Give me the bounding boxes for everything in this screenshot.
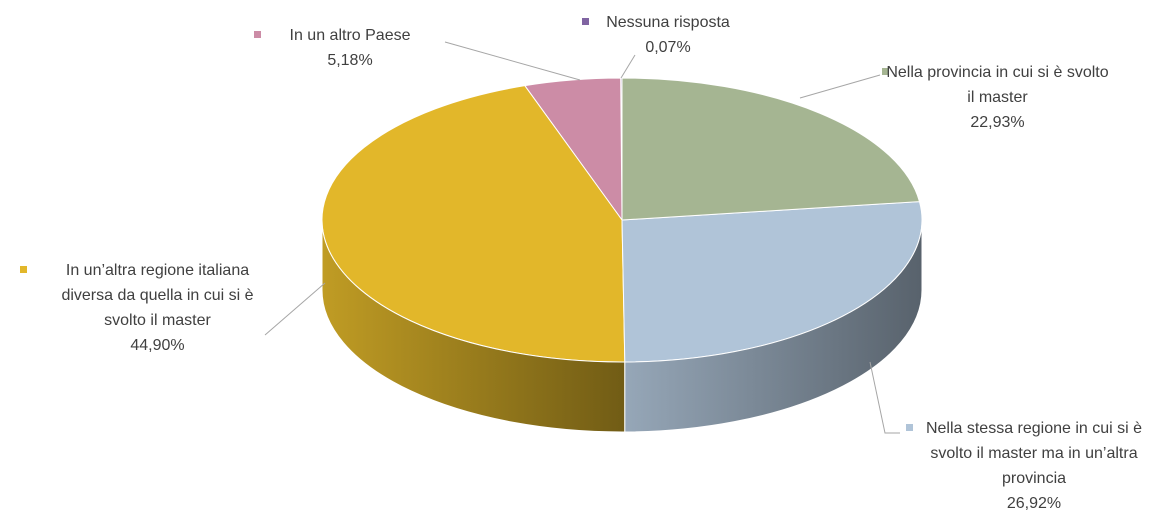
value-label: 44,90% bbox=[130, 337, 185, 354]
slice bbox=[621, 77, 921, 221]
value-label: 0,07% bbox=[645, 39, 691, 56]
category-label: Nella provincia in cui si è svolto il ma… bbox=[886, 64, 1109, 106]
leader-line bbox=[620, 54, 636, 79]
category-label: Nessuna risposta bbox=[606, 14, 730, 31]
legend-marker bbox=[20, 266, 27, 273]
value-label: 22,93% bbox=[970, 114, 1025, 131]
slice-label: Nessuna risposta 0,07% bbox=[593, 10, 743, 60]
leader-line bbox=[799, 74, 881, 99]
slice-label: In un altro Paese 5,18% bbox=[265, 23, 435, 73]
legend-marker bbox=[906, 424, 913, 431]
value-label: 5,18% bbox=[327, 52, 373, 69]
slice-label: In un’altra regione italiana diversa da … bbox=[40, 258, 275, 358]
category-label: In un altro Paese bbox=[289, 27, 411, 44]
slice-side bbox=[624, 219, 923, 433]
leader-line bbox=[444, 41, 581, 81]
legend-marker bbox=[582, 18, 589, 25]
category-label: In un’altra regione italiana diversa da … bbox=[61, 262, 254, 329]
value-label: 26,92% bbox=[1006, 495, 1062, 512]
legend-marker bbox=[254, 31, 261, 38]
leader-line bbox=[869, 361, 900, 434]
legend-marker bbox=[882, 68, 889, 75]
leader-line bbox=[264, 282, 326, 336]
slice-label: Nella provincia in cui si è svolto il ma… bbox=[885, 60, 1110, 135]
slice-side bbox=[321, 219, 626, 433]
slice-label: Nella stessa regione in cui si è svolto … bbox=[918, 416, 1150, 516]
category-label: Nella stessa regione in cui si è svolto … bbox=[925, 420, 1143, 487]
